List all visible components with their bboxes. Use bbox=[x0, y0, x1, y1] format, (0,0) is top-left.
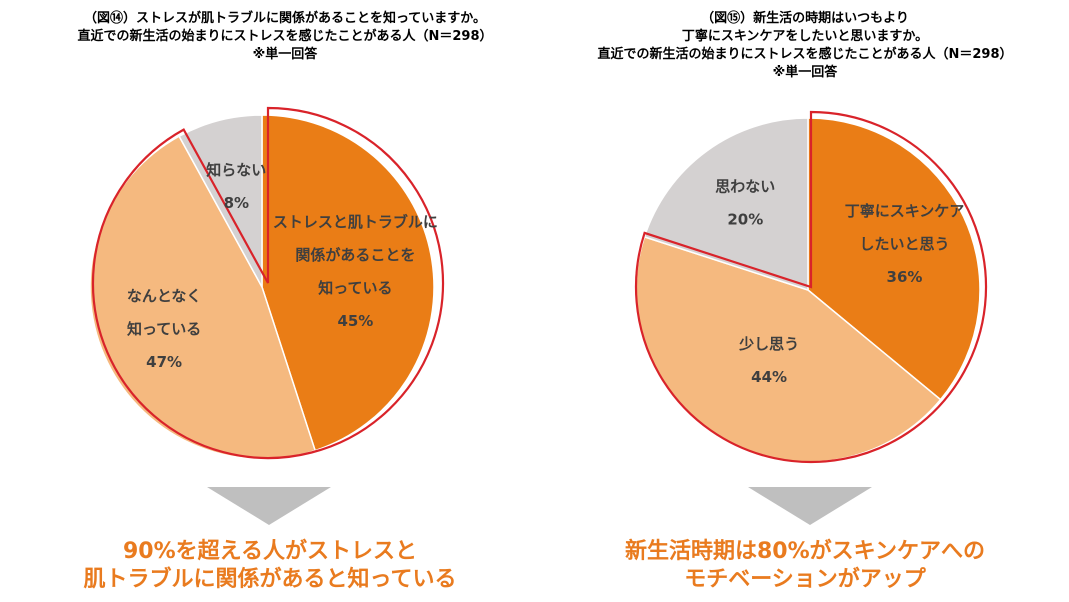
right-slice-1-value-label: 36% bbox=[887, 268, 923, 286]
right-pie-slice-1 bbox=[807, 117, 981, 401]
left-slice-3-value-label: 8% bbox=[224, 194, 249, 212]
left-conclusion-line-1: 90%を超える人がストレスと bbox=[123, 539, 417, 564]
left-slice-1-label-line-1: ストレスと肌トラブルに bbox=[273, 213, 438, 231]
left-slice-1-label-line-3: 知っている bbox=[318, 279, 392, 297]
right-slice-1-label-line-1: 丁寧にスキンケア bbox=[845, 202, 965, 220]
left-chart-title: （図⑭）ストレスが肌トラブルに関係があることを知っていますか。 直近での新生活の… bbox=[5, 10, 565, 64]
right-slice-3-label-line-1: 思わない bbox=[715, 178, 775, 196]
left-down-arrow-icon bbox=[207, 487, 331, 525]
left-title-line-1: （図⑭）ストレスが肌トラブルに関係があることを知っていますか。 bbox=[83, 11, 487, 26]
left-title-line-2: 直近での新生活の始まりにストレスを感じたことがある人（N＝298） bbox=[77, 29, 493, 44]
right-conclusion-line-1: 新生活時期は80%がスキンケアへの bbox=[625, 539, 985, 564]
right-chart-title: （図⑮）新生活の時期はいつもより 丁寧にスキンケアをしたいと思いますか。 直近で… bbox=[525, 10, 1069, 82]
left-slice-1-label-line-2: 関係があることを bbox=[295, 246, 415, 264]
left-pie-slice-1 bbox=[261, 114, 435, 452]
right-slice-1-label-line-2: したいと思う bbox=[859, 235, 949, 253]
left-title-line-3: ※単一回答 bbox=[252, 47, 318, 62]
left-slice-1-value-label: 45% bbox=[337, 312, 373, 330]
left-slice-2-label-line-2: 知っている bbox=[127, 320, 201, 338]
right-pie-highlight-outline bbox=[634, 110, 988, 464]
right-slice-2-label-line-1: 少し思う bbox=[738, 335, 799, 353]
right-conclusion-line-2: モチベーションがアップ bbox=[684, 567, 926, 592]
right-conclusion: 新生活時期は80%がスキンケアへの モチベーションがアップ bbox=[535, 538, 1069, 594]
right-down-arrow-icon bbox=[748, 487, 872, 525]
right-slice-2-value-label: 44% bbox=[751, 368, 787, 386]
right-title-line-3: 直近での新生活の始まりにストレスを感じたことがある人（N＝298） bbox=[597, 47, 1013, 62]
right-slice-3-value-label: 20% bbox=[727, 211, 763, 229]
left-pie-highlight-outline bbox=[91, 106, 445, 460]
left-conclusion: 90%を超える人がストレスと 肌トラブルに関係があると知っている bbox=[0, 538, 540, 594]
right-title-line-4: ※単一回答 bbox=[772, 65, 838, 80]
left-slice-3-label-line-1: 知らない bbox=[206, 161, 266, 179]
right-title-line-1: （図⑮）新生活の時期はいつもより bbox=[701, 11, 909, 26]
left-slice-2-label-line-1: なんとなく bbox=[127, 287, 202, 305]
right-title-line-2: 丁寧にスキンケアをしたいと思いますか。 bbox=[681, 29, 929, 44]
left-conclusion-line-2: 肌トラブルに関係があると知っている bbox=[83, 567, 457, 592]
left-slice-2-value-label: 47% bbox=[146, 353, 182, 371]
